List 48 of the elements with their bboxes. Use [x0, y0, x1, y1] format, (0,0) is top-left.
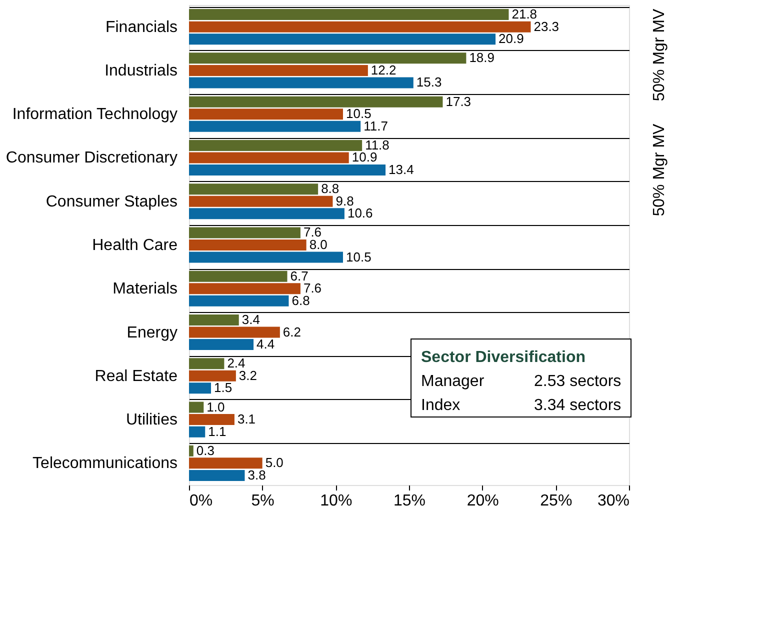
data-label: 11.8 — [365, 137, 390, 152]
text: 50% Mgr MV — [651, 8, 668, 102]
data-label: 10.9 — [352, 150, 378, 165]
data-label: 3.4 — [242, 312, 260, 327]
annotation: Sector Diversification — [421, 349, 586, 366]
data-label: 4.4 — [256, 336, 275, 352]
x-tick-label: 15% — [393, 492, 426, 510]
annotation: 3.34 sectors — [534, 397, 622, 414]
text: 50% Mgr MV — [651, 123, 668, 216]
x-tick-label: 5% — [251, 492, 274, 510]
data-label: 10.6 — [347, 206, 373, 221]
x-tick-label: 20% — [466, 492, 499, 510]
y-tick-label: Real Estate — [94, 368, 178, 385]
x-tick-label: 10% — [320, 492, 352, 510]
y-tick-label: Financials — [105, 18, 178, 36]
y-tick-label: Telecommunications — [32, 455, 178, 472]
y-tick-label: Consumer Discretionary — [6, 150, 178, 167]
data-label: 6.7 — [290, 268, 308, 284]
data-label: 20.9 — [498, 31, 524, 46]
data-label: 3.1 — [237, 412, 256, 427]
data-label: 18.9 — [469, 50, 495, 66]
annotation: Index — [421, 397, 460, 414]
y-tick-label: Energy — [126, 324, 178, 342]
y-tick-label: Materials — [112, 280, 178, 298]
x-tick-label: 30% — [597, 492, 630, 510]
y-tick-label: Health Care — [92, 237, 178, 254]
y-tick-label: Industrials — [104, 62, 178, 80]
data-label: 1.1 — [208, 424, 226, 439]
data-label: 0.3 — [196, 442, 214, 458]
y-tick-label: Utilities — [126, 412, 178, 429]
data-label: 7.6 — [303, 224, 322, 240]
data-label: 13.4 — [388, 162, 414, 177]
data-label: 1.5 — [214, 380, 232, 396]
data-label: 6.2 — [282, 324, 302, 340]
data-label: 15.3 — [416, 74, 442, 90]
data-label: 1.0 — [206, 399, 225, 414]
data-label: 17.3 — [446, 94, 472, 109]
x-tick-label: 0% — [190, 492, 213, 510]
data-label: 3.8 — [248, 467, 266, 482]
data-label: 8.0 — [309, 237, 328, 252]
y-tick-label: Consumer Staples — [46, 193, 178, 210]
data-label: 5.0 — [265, 455, 284, 470]
x-tick-label: 25% — [540, 492, 572, 510]
data-label: 12.2 — [370, 62, 396, 78]
y-tick-label: Information Technology — [12, 106, 178, 124]
annotation: 2.53 sectors — [534, 373, 622, 390]
annotation: Manager — [421, 373, 485, 390]
data-label: 10.5 — [346, 249, 372, 264]
